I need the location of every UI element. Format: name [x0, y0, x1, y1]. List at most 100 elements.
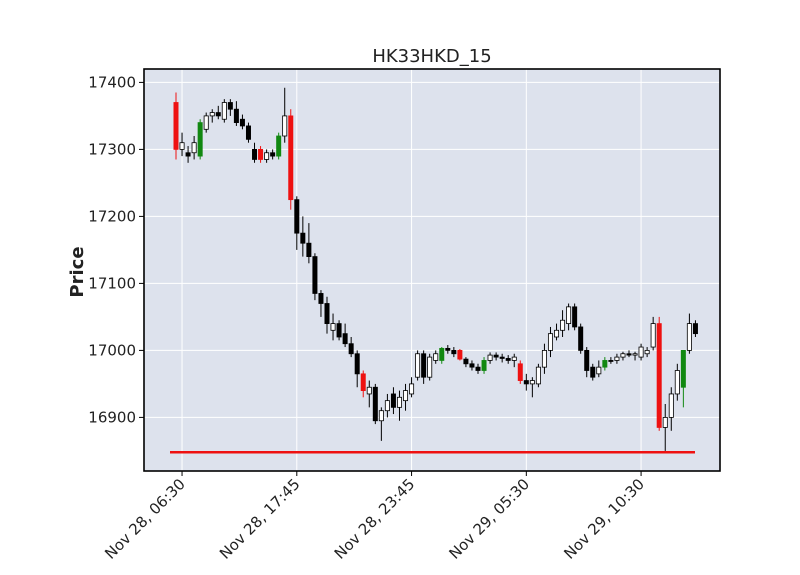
candle: [584, 347, 590, 378]
candle-body: [529, 380, 535, 385]
candle: [547, 326, 553, 358]
candle-body: [276, 135, 282, 157]
candle-body: [578, 326, 584, 351]
candle: [560, 310, 566, 337]
candle-body: [336, 323, 342, 338]
candle: [590, 363, 596, 381]
candle: [197, 119, 203, 160]
candle-body: [638, 346, 644, 358]
plot-frame: [143, 68, 721, 472]
x-tick-label: Nov 28, 06:30: [101, 475, 189, 563]
candle: [330, 313, 336, 341]
candle-body: [354, 353, 360, 375]
candle-body: [608, 360, 614, 362]
candle: [191, 136, 197, 160]
candle: [300, 216, 306, 257]
candle-body: [662, 416, 668, 428]
candle-body: [493, 354, 499, 358]
candle: [668, 387, 674, 431]
candle: [680, 349, 686, 408]
candle-body: [650, 323, 656, 348]
candle: [403, 383, 409, 411]
candle: [644, 347, 650, 358]
candle-body: [457, 349, 463, 360]
candle-body: [674, 370, 680, 395]
candle-body: [547, 333, 553, 351]
candle: [264, 149, 270, 163]
candle-body: [312, 256, 318, 294]
candle: [336, 320, 342, 341]
candle: [493, 352, 499, 361]
candle-body: [656, 323, 662, 428]
candle: [614, 353, 620, 364]
candle: [692, 320, 698, 337]
candle-body: [384, 400, 390, 412]
candle-body: [481, 360, 487, 371]
candle: [384, 393, 390, 418]
candle-body: [209, 112, 215, 117]
x-tick-label: Nov 28, 23:45: [331, 475, 419, 563]
candle-body: [360, 373, 366, 392]
candle: [608, 357, 614, 364]
candle: [638, 343, 644, 361]
candle: [378, 407, 384, 441]
candles: [173, 87, 698, 451]
candle: [276, 132, 282, 160]
candle-body: [602, 360, 608, 368]
x-tick-label: Nov 29, 05:30: [446, 475, 534, 563]
candle: [372, 383, 378, 425]
candle: [233, 101, 239, 126]
candle-body: [445, 347, 451, 351]
candle-body: [215, 112, 221, 117]
candle: [602, 357, 608, 371]
candle: [650, 316, 656, 351]
candle: [433, 350, 439, 364]
candle: [596, 360, 602, 378]
candle: [487, 352, 493, 364]
y-tick-label: 17000: [88, 341, 136, 359]
candle: [632, 351, 638, 361]
candle-body: [566, 306, 572, 325]
y-tick-label: 17400: [88, 73, 136, 91]
candle: [469, 360, 475, 371]
candle: [354, 350, 360, 388]
candle-body: [421, 353, 427, 378]
candle-body: [572, 306, 578, 328]
candle-body: [415, 353, 421, 378]
candle: [179, 132, 185, 157]
candle-body: [511, 356, 517, 361]
candle-body: [185, 152, 191, 157]
candle: [445, 345, 451, 354]
candle-body: [264, 152, 270, 160]
candle-body: [396, 396, 402, 408]
y-tick-label: 17100: [88, 274, 136, 292]
candle: [396, 390, 402, 421]
candle: [451, 347, 457, 358]
candle: [221, 99, 227, 123]
candle-body: [300, 232, 306, 244]
candle-body: [288, 115, 294, 201]
candle-body: [469, 363, 475, 368]
candle-body: [632, 353, 638, 356]
candle: [535, 363, 541, 388]
candle: [312, 253, 318, 301]
candle: [294, 196, 300, 250]
candle: [306, 223, 312, 264]
candle: [463, 357, 469, 368]
candle: [662, 404, 668, 451]
candle: [252, 142, 258, 163]
candle: [439, 347, 445, 364]
candle: [203, 112, 209, 133]
y-axis-ticks: 16900 17000 17100 17200 17300 17400: [88, 73, 144, 426]
candle-body: [403, 390, 409, 402]
y-tick-label: 17300: [88, 140, 136, 158]
candle: [517, 360, 523, 384]
candle: [572, 303, 578, 331]
candle-body: [409, 383, 415, 395]
candle-body: [270, 152, 276, 157]
candle-body: [318, 293, 324, 304]
candle-body: [463, 358, 469, 365]
candle-body: [348, 343, 354, 355]
candle-body: [197, 122, 203, 157]
candle-body: [686, 323, 692, 351]
